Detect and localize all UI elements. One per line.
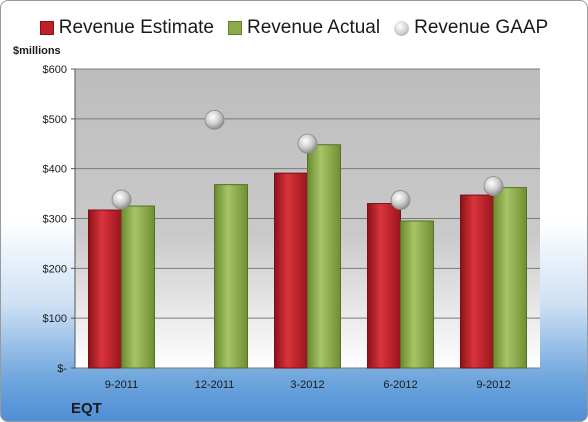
legend-item-actual: Revenue Actual (228, 17, 380, 39)
x-tick-label: 12-2011 (195, 379, 235, 391)
point-revenue-gaap (483, 176, 504, 197)
x-tick-label: 3-2012 (290, 379, 324, 391)
bar-revenue-actual (307, 144, 341, 369)
y-tick-label: $- (57, 363, 67, 375)
bar-revenue-estimate (367, 203, 401, 369)
legend-label-gaap: Revenue GAAP (414, 17, 549, 38)
legend-label-actual: Revenue Actual (247, 17, 381, 38)
bar-revenue-actual (121, 205, 155, 369)
legend-swatch-gaap (394, 20, 410, 36)
x-tick-label: 6-2012 (383, 379, 417, 391)
y-axis-unit-label: $millions (13, 45, 61, 57)
legend-swatch-estimate (39, 21, 54, 35)
legend-label-estimate: Revenue Estimate (58, 17, 214, 38)
point-revenue-gaap (111, 189, 132, 210)
x-tick-label: 9-2012 (476, 379, 510, 391)
bar-revenue-estimate (88, 209, 122, 369)
company-label: EQT (71, 400, 102, 417)
y-tick-label: $600 (43, 64, 67, 76)
bar-revenue-estimate (460, 194, 494, 369)
y-tick-label: $300 (43, 214, 67, 226)
legend-item-gaap: Revenue GAAP (394, 17, 548, 39)
x-tick-label: 9-2011 (105, 379, 138, 391)
y-tick-label: $400 (43, 164, 67, 176)
legend-item-estimate: Revenue Estimate (39, 17, 214, 39)
legend: Revenue Estimate Revenue Actual Revenue … (1, 17, 587, 39)
y-tick-label: $500 (43, 114, 67, 126)
bar-revenue-actual (214, 184, 248, 369)
bar-revenue-actual (400, 220, 434, 369)
bar-revenue-actual (493, 187, 527, 369)
bar-revenue-estimate (274, 172, 308, 369)
point-revenue-gaap (390, 190, 411, 210)
y-tick-label: $200 (43, 263, 67, 275)
point-revenue-gaap (204, 109, 225, 130)
point-revenue-gaap (297, 133, 318, 154)
legend-swatch-actual (228, 21, 242, 35)
y-tick-label: $100 (43, 313, 67, 325)
